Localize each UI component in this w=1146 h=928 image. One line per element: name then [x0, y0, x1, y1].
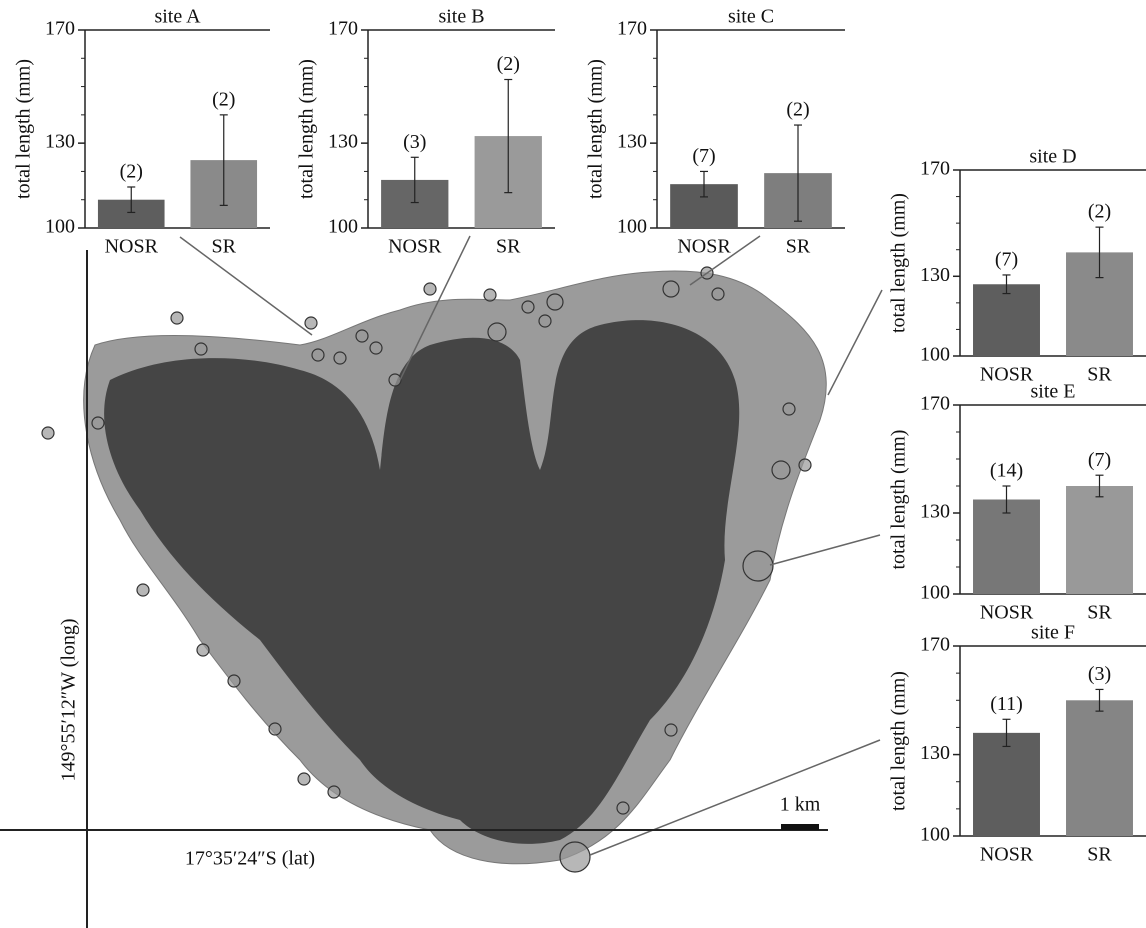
y-tick-label: 170: [617, 18, 647, 40]
site-marker: [665, 724, 677, 736]
site-marker: [488, 323, 506, 341]
site-marker: [539, 315, 551, 327]
site-marker: [484, 289, 496, 301]
site-marker: [783, 403, 795, 415]
site-marker: [743, 551, 773, 581]
connector: [180, 237, 312, 335]
site-marker: [356, 330, 368, 342]
y-tick-label: 130: [617, 131, 647, 153]
chart-title: site D: [1029, 146, 1076, 168]
y-axis-label: total length (mm): [888, 671, 910, 811]
site-marker: [334, 352, 346, 364]
x-tick-label: NOSR: [980, 364, 1034, 386]
site-marker: [799, 459, 811, 471]
y-tick-label: 100: [617, 216, 647, 238]
x-tick-label: SR: [496, 236, 521, 258]
site-marker: [712, 288, 724, 300]
site-marker: [195, 343, 207, 355]
x-tick-label: SR: [1087, 602, 1112, 624]
x-tick-label: NOSR: [980, 602, 1034, 624]
site-marker: [137, 584, 149, 596]
sample-size-label: (7): [1088, 449, 1111, 471]
site-marker: [663, 281, 679, 297]
y-tick-label: 170: [920, 158, 950, 180]
y-tick-label: 130: [920, 501, 950, 523]
y-tick-label: 130: [920, 742, 950, 764]
x-tick-label: SR: [786, 236, 811, 258]
scale-bar: [781, 824, 819, 830]
y-axis-label: total length (mm): [13, 59, 35, 199]
x-tick-label: NOSR: [677, 236, 731, 258]
atoll-map: 149°55′12″W (long) 17°35′24″S (lat) 1 km: [0, 236, 882, 928]
site-marker: [298, 773, 310, 785]
bar: [973, 500, 1040, 595]
site-marker: [370, 342, 382, 354]
bar: [973, 284, 1040, 356]
y-tick-label: 130: [920, 264, 950, 286]
chart-title: site B: [438, 6, 484, 28]
sample-size-label: (14): [990, 460, 1023, 482]
x-tick-label: SR: [1087, 844, 1112, 866]
site-marker: [171, 312, 183, 324]
bar: [1066, 700, 1133, 836]
chart-title: site A: [154, 6, 201, 28]
chart-title: site C: [728, 6, 774, 28]
sample-size-label: (11): [990, 693, 1023, 715]
connector: [770, 535, 880, 565]
sample-size-label: (2): [497, 53, 520, 75]
y-tick-label: 170: [920, 634, 950, 656]
x-tick-label: SR: [212, 236, 237, 258]
site-marker: [522, 301, 534, 313]
y-tick-label: 100: [920, 824, 950, 846]
x-tick-label: SR: [1087, 364, 1112, 386]
site-marker: [547, 294, 563, 310]
sample-size-label: (3): [1088, 663, 1111, 685]
sample-size-label: (2): [120, 161, 143, 183]
y-axis-label: total length (mm): [585, 59, 607, 199]
site-marker: [305, 317, 317, 329]
y-tick-label: 170: [920, 393, 950, 415]
y-tick-label: 170: [328, 18, 358, 40]
site-marker: [424, 283, 436, 295]
sample-size-label: (7): [692, 145, 715, 167]
site-marker: [617, 802, 629, 814]
chart-title: site F: [1031, 622, 1075, 644]
scale-label: 1 km: [780, 794, 821, 816]
x-tick-label: NOSR: [980, 844, 1034, 866]
site-marker: [269, 723, 281, 735]
bar: [1066, 486, 1133, 594]
latitude-label: 17°35′24″S (lat): [185, 848, 315, 870]
y-axis-label: total length (mm): [888, 193, 910, 333]
site-marker: [197, 644, 209, 656]
x-tick-label: NOSR: [105, 236, 159, 258]
y-tick-label: 100: [328, 216, 358, 238]
site-marker: [560, 842, 590, 872]
y-tick-label: 100: [920, 582, 950, 604]
figure: 149°55′12″W (long) 17°35′24″S (lat) 1 km…: [0, 0, 1146, 928]
y-tick-label: 130: [328, 131, 358, 153]
y-axis-label: total length (mm): [296, 59, 318, 199]
y-tick-label: 100: [45, 216, 75, 238]
site-marker: [228, 675, 240, 687]
chart-title: site E: [1031, 381, 1076, 403]
y-tick-label: 170: [45, 18, 75, 40]
y-tick-label: 100: [920, 344, 950, 366]
sample-size-label: (7): [995, 249, 1018, 271]
x-tick-label: NOSR: [388, 236, 442, 258]
site-marker: [312, 349, 324, 361]
longitude-label: 149°55′12″W (long): [58, 618, 80, 781]
site-marker: [328, 786, 340, 798]
sample-size-label: (3): [403, 131, 426, 153]
bar: [973, 733, 1040, 836]
connector: [828, 290, 882, 395]
site-marker: [92, 417, 104, 429]
site-marker: [42, 427, 54, 439]
y-axis-label: total length (mm): [888, 430, 910, 570]
sample-size-label: (2): [786, 99, 809, 121]
site-marker: [772, 461, 790, 479]
site-marker: [389, 374, 401, 386]
sample-size-label: (2): [212, 88, 235, 110]
y-tick-label: 130: [45, 131, 75, 153]
sample-size-label: (2): [1088, 201, 1111, 223]
